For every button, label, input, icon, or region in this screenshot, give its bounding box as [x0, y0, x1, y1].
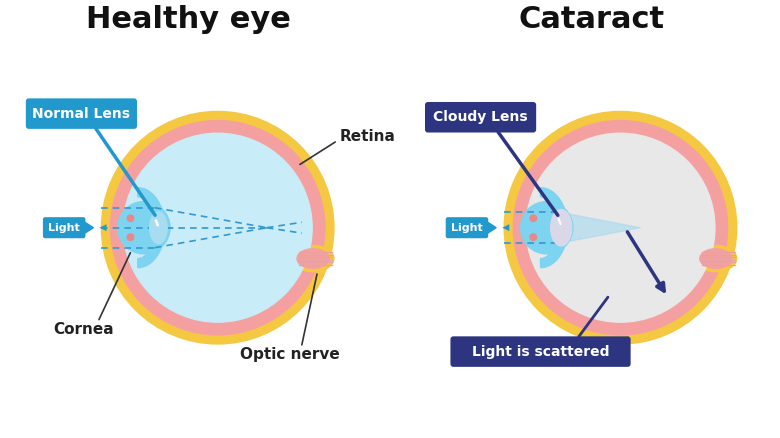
Text: Light: Light [48, 223, 80, 233]
Text: Cornea: Cornea [53, 322, 114, 337]
Ellipse shape [695, 246, 736, 272]
Ellipse shape [551, 209, 572, 246]
Text: Normal Lens: Normal Lens [33, 106, 130, 120]
Circle shape [526, 133, 715, 322]
Title: Cataract: Cataract [519, 5, 665, 34]
Circle shape [118, 201, 170, 254]
Ellipse shape [700, 249, 732, 268]
Polygon shape [564, 213, 640, 242]
FancyBboxPatch shape [43, 217, 86, 238]
FancyBboxPatch shape [450, 336, 631, 367]
Text: Retina: Retina [339, 129, 395, 145]
Circle shape [127, 234, 133, 240]
Circle shape [123, 133, 312, 322]
Circle shape [111, 120, 324, 335]
Circle shape [530, 215, 537, 222]
Ellipse shape [297, 249, 329, 268]
Polygon shape [486, 221, 496, 234]
Circle shape [101, 111, 334, 344]
Circle shape [520, 201, 573, 254]
FancyBboxPatch shape [26, 99, 137, 129]
FancyBboxPatch shape [445, 217, 488, 238]
FancyBboxPatch shape [425, 102, 536, 133]
Polygon shape [83, 221, 94, 234]
Polygon shape [541, 188, 568, 268]
Text: Optic nerve: Optic nerve [240, 347, 340, 362]
Circle shape [127, 215, 133, 222]
Polygon shape [138, 188, 165, 268]
Circle shape [513, 120, 728, 335]
Text: Cloudy Lens: Cloudy Lens [433, 110, 528, 124]
Text: Light: Light [451, 223, 483, 233]
Circle shape [504, 111, 737, 344]
Ellipse shape [292, 246, 334, 272]
Title: Healthy eye: Healthy eye [86, 5, 291, 34]
Ellipse shape [150, 212, 167, 244]
Text: Light is scattered: Light is scattered [472, 345, 609, 359]
Circle shape [530, 234, 537, 240]
